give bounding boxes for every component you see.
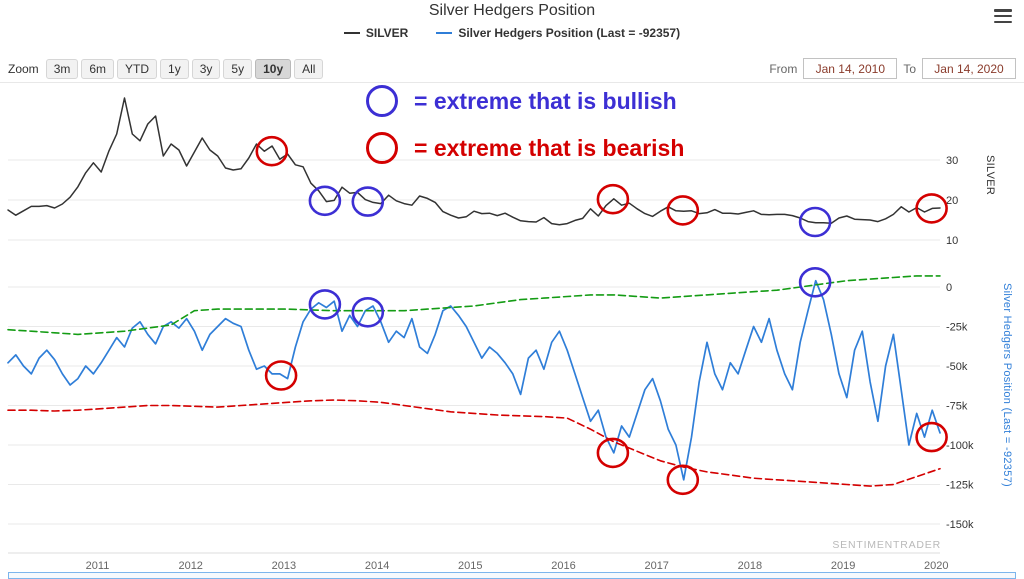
extreme-circle-bullish bbox=[308, 185, 342, 217]
zoom-button-all[interactable]: All bbox=[294, 58, 324, 79]
y-tick-label: 10 bbox=[946, 235, 958, 247]
extreme-circle-bearish bbox=[264, 360, 298, 391]
zoom-button-6m[interactable]: 6m bbox=[81, 58, 115, 79]
y-tick-label: 0 bbox=[946, 282, 952, 294]
y-tick-label: -50k bbox=[946, 361, 968, 373]
bearish-circle-icon bbox=[366, 132, 398, 164]
from-label: From bbox=[769, 61, 798, 76]
bullish-circle-icon bbox=[366, 85, 398, 117]
bearish-key-text: = extreme that is bearish bbox=[414, 134, 685, 161]
x-tick-label: 2018 bbox=[738, 560, 762, 572]
extreme-circle-bullish bbox=[351, 296, 385, 328]
date-range-controls: From To bbox=[769, 58, 1016, 79]
zoom-button-3m[interactable]: 3m bbox=[45, 58, 79, 79]
x-tick-label: 2020 bbox=[924, 560, 948, 572]
extreme-circle-bullish bbox=[351, 186, 385, 217]
x-tick-label: 2013 bbox=[272, 560, 296, 572]
extreme-circle-bearish bbox=[666, 195, 700, 226]
to-label: To bbox=[903, 61, 916, 76]
x-tick-label: 2015 bbox=[458, 560, 482, 572]
series-line-silver bbox=[7, 97, 941, 226]
extreme-circle-bearish bbox=[255, 135, 289, 167]
extreme-circle-bullish bbox=[308, 289, 342, 320]
zoom-button-1y[interactable]: 1y bbox=[160, 58, 189, 79]
legend-label-silver: SILVER bbox=[365, 26, 409, 40]
hedgers-line-swatch bbox=[436, 32, 453, 34]
zoom-button-10y[interactable]: 10y bbox=[255, 58, 292, 79]
x-tick-label: 2019 bbox=[831, 560, 855, 572]
x-tick-label: 2012 bbox=[178, 560, 202, 572]
x-tick-label: 2017 bbox=[644, 560, 668, 572]
y-tick-label: -150k bbox=[946, 519, 974, 531]
y-tick-label: 20 bbox=[946, 195, 958, 207]
x-tick-label: 2014 bbox=[365, 560, 389, 572]
zoom-button-3y[interactable]: 3y bbox=[191, 58, 221, 79]
y-tick-label: -125k bbox=[946, 480, 974, 492]
zoom-button-ytd[interactable]: YTD bbox=[117, 58, 158, 79]
sentimentrader-watermark: SENTIMENTRADER bbox=[832, 539, 941, 551]
series-line-bearish-extreme-threshold bbox=[7, 399, 941, 487]
y-tick-label: -100k bbox=[946, 440, 974, 452]
zoom-button-5y[interactable]: 5y bbox=[223, 58, 253, 79]
extreme-circle-bearish bbox=[915, 421, 948, 453]
navigator-strip[interactable] bbox=[8, 572, 1016, 579]
bullish-key-text: = extreme that is bullish bbox=[414, 87, 677, 114]
legend-item-silver[interactable]: SILVER bbox=[343, 26, 409, 40]
y-tick-label: -25k bbox=[946, 322, 968, 334]
legend-item-hedgers[interactable]: Silver Hedgers Position (Last = -92357) bbox=[436, 26, 680, 40]
series-line-silver-hedgers-position bbox=[7, 279, 941, 481]
to-date-input[interactable] bbox=[922, 58, 1016, 79]
hedgers-axis-title: Silver Hedgers Position (Last = -92357) bbox=[1001, 283, 1013, 487]
bullish-key: = extreme that is bullish bbox=[366, 85, 677, 117]
price-axis-title: SILVER bbox=[984, 155, 996, 196]
zoom-label: Zoom bbox=[8, 61, 39, 76]
page-title: Silver Hedgers Position bbox=[428, 2, 596, 19]
extreme-circle-bearish bbox=[596, 437, 630, 469]
y-tick-label: 30 bbox=[946, 155, 958, 167]
hamburger-menu-icon[interactable] bbox=[994, 9, 1012, 23]
x-tick-label: 2016 bbox=[551, 560, 575, 572]
x-tick-label: 2011 bbox=[86, 560, 110, 572]
extreme-circle-bullish bbox=[798, 266, 832, 298]
y-tick-label: -75k bbox=[946, 401, 968, 413]
extreme-circle-bearish bbox=[915, 193, 948, 224]
from-date-input[interactable] bbox=[803, 58, 898, 79]
series-line-bullish-extreme-threshold bbox=[7, 275, 941, 336]
extreme-circle-bullish bbox=[798, 206, 832, 238]
extreme-circle-bearish bbox=[666, 464, 700, 496]
zoom-buttons: 3m 6m YTD 1y 3y 5y 10y All bbox=[45, 58, 327, 79]
silver-line-swatch bbox=[343, 32, 360, 34]
chart-legend: SILVER Silver Hedgers Position (Last = -… bbox=[0, 26, 1024, 40]
extreme-circle-bearish bbox=[596, 183, 630, 215]
bearish-key: = extreme that is bearish bbox=[366, 132, 684, 164]
legend-label-hedgers: Silver Hedgers Position (Last = -92357) bbox=[458, 26, 681, 40]
